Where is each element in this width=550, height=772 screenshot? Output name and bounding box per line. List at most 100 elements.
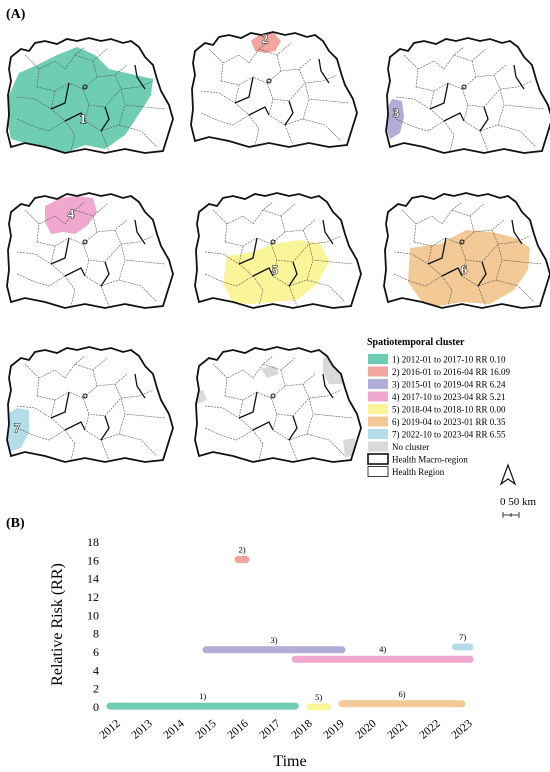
x-tick-label: 2012	[97, 718, 123, 742]
scale-bar	[502, 512, 520, 518]
map-grid: 1 2 3 4 5 6 7	[6, 31, 550, 463]
legend-item: 5) 2018-04 to 2018-10 RR 0.00	[368, 404, 506, 415]
x-tick-label: 2018	[289, 718, 315, 742]
legend: Spatiotemporal cluster 1) 2012-01 to 201…	[367, 337, 510, 477]
y-tick-label: 12	[87, 590, 99, 604]
timeline-chart: Relative Risk (RR) Time 0 2 4 6 8 10 12 14 16 18 201…	[49, 535, 475, 770]
y-tick-label: 16	[87, 553, 99, 567]
x-tick-label: 2022	[417, 718, 443, 742]
cluster-map: 1	[6, 37, 174, 154]
state-outline	[194, 192, 362, 309]
panel-a-label: (A)	[6, 7, 26, 22]
cluster-area	[386, 99, 404, 139]
cluster-map-label: 1	[80, 111, 87, 126]
cluster-map-label: 3	[393, 105, 400, 120]
legend-item: No cluster	[368, 441, 429, 452]
legend-label: 3) 2015-01 to 2019-04 RR 6.24	[392, 380, 506, 390]
legend-label: 2) 2016-01 to 2016-04 RR 16.09	[392, 367, 510, 377]
state-outline	[6, 192, 174, 309]
x-tick-label: 2017	[257, 718, 283, 742]
cluster-bar-label: 5)	[315, 692, 322, 702]
y-tick-label: 2	[93, 682, 99, 696]
cluster-bar-label: 6)	[398, 689, 405, 699]
y-tick-label: 0	[93, 700, 99, 714]
y-tick-label: 4	[93, 663, 99, 677]
cluster-map: 6	[383, 192, 550, 309]
legend-label: 5) 2018-04 to 2018-10 RR 0.00	[392, 405, 506, 415]
legend-label: 1) 2012-01 to 2017-10 RR 0.10	[392, 355, 506, 365]
x-tick-label: 2021	[385, 718, 411, 742]
cluster-map-label: 7	[14, 420, 21, 435]
x-tick-label: 2019	[321, 718, 347, 742]
cluster-map-label: 5	[272, 262, 279, 277]
cluster-bar-label: 7)	[459, 632, 466, 642]
x-tick-label: 2015	[193, 718, 219, 742]
cluster-map-label: 6	[461, 262, 468, 277]
cluster-area	[45, 196, 97, 234]
legend-item: 6) 2019-04 to 2023-01 RR 0.35	[368, 416, 506, 427]
state-outline	[385, 37, 550, 154]
cluster-map: 4	[6, 192, 174, 309]
legend-swatch	[368, 404, 388, 414]
legend-item: 3) 2015-01 to 2019-04 RR 6.24	[368, 379, 506, 390]
north-arrow-icon	[499, 463, 517, 486]
cluster-map: 7	[6, 346, 174, 463]
cluster-map: 5	[194, 192, 362, 309]
legend-item: Health Region	[367, 466, 445, 477]
x-tick-label: 2014	[161, 718, 187, 742]
state-outline	[6, 37, 174, 154]
cluster-map: 2	[190, 31, 358, 148]
north-arrow	[499, 463, 517, 486]
cluster-area	[223, 240, 329, 304]
legend-swatch	[368, 429, 388, 439]
legend-swatch	[368, 379, 388, 389]
legend-label: No cluster	[392, 442, 429, 452]
scale-bar-label: 0 50 km	[500, 496, 537, 508]
y-axis-label: Relative Risk (RR)	[49, 563, 66, 686]
cluster-area	[7, 408, 29, 452]
y-tick-label: 8	[93, 627, 99, 641]
cluster-area	[408, 230, 530, 306]
legend-swatch	[368, 441, 388, 452]
region-boundaries	[16, 355, 166, 461]
legend-swatch	[367, 466, 389, 477]
state-outline	[190, 31, 358, 148]
legend-swatch	[368, 391, 388, 402]
cluster-map	[194, 346, 362, 463]
legend-item: 4) 2017-10 to 2023-04 RR 5.21	[368, 391, 506, 402]
y-tick-label: 10	[87, 608, 99, 622]
cluster-bar-label: 2)	[238, 545, 245, 555]
state-outline	[383, 192, 550, 309]
y-tick-label: 14	[87, 572, 99, 586]
legend-swatch	[368, 416, 388, 427]
state-outline	[194, 346, 362, 463]
legend-label: 6) 2019-04 to 2023-01 RR 0.35	[392, 417, 506, 427]
state-outline	[6, 346, 174, 463]
cluster-area	[251, 32, 281, 53]
legend-items: 1) 2012-01 to 2017-10 RR 0.10 2) 2016-01 …	[367, 354, 510, 477]
cluster-map: 3	[385, 37, 550, 154]
cluster-bar-label: 4)	[379, 644, 386, 654]
legend-item: 2) 2016-01 to 2016-04 RR 16.09	[368, 366, 510, 377]
y-tick-label: 18	[87, 535, 99, 549]
legend-swatch	[367, 453, 389, 465]
cluster-area	[7, 47, 153, 153]
x-tick-label: 2023	[449, 718, 475, 742]
cluster-area	[195, 354, 357, 458]
region-boundaries	[200, 40, 350, 146]
legend-item: 7) 2022-10 to 2023-04 RR 6.55	[368, 429, 506, 440]
legend-swatch	[368, 366, 388, 377]
x-tick-label: 2013	[129, 718, 155, 742]
x-tick-label: 2016	[225, 718, 251, 742]
cluster-bar-label: 1)	[199, 691, 206, 701]
region-boundaries	[395, 46, 545, 152]
x-tick-label: 2020	[353, 718, 379, 742]
legend-item: Health Macro-region	[367, 453, 468, 465]
legend-label: Health Macro-region	[392, 455, 468, 465]
panel-b-label: (B)	[6, 516, 25, 531]
legend-item: 1) 2012-01 to 2017-10 RR 0.10	[368, 354, 506, 365]
cluster-map-label: 2	[262, 31, 269, 46]
legend-label: 4) 2017-10 to 2023-04 RR 5.21	[392, 392, 506, 402]
x-axis-label: Time	[273, 753, 306, 770]
